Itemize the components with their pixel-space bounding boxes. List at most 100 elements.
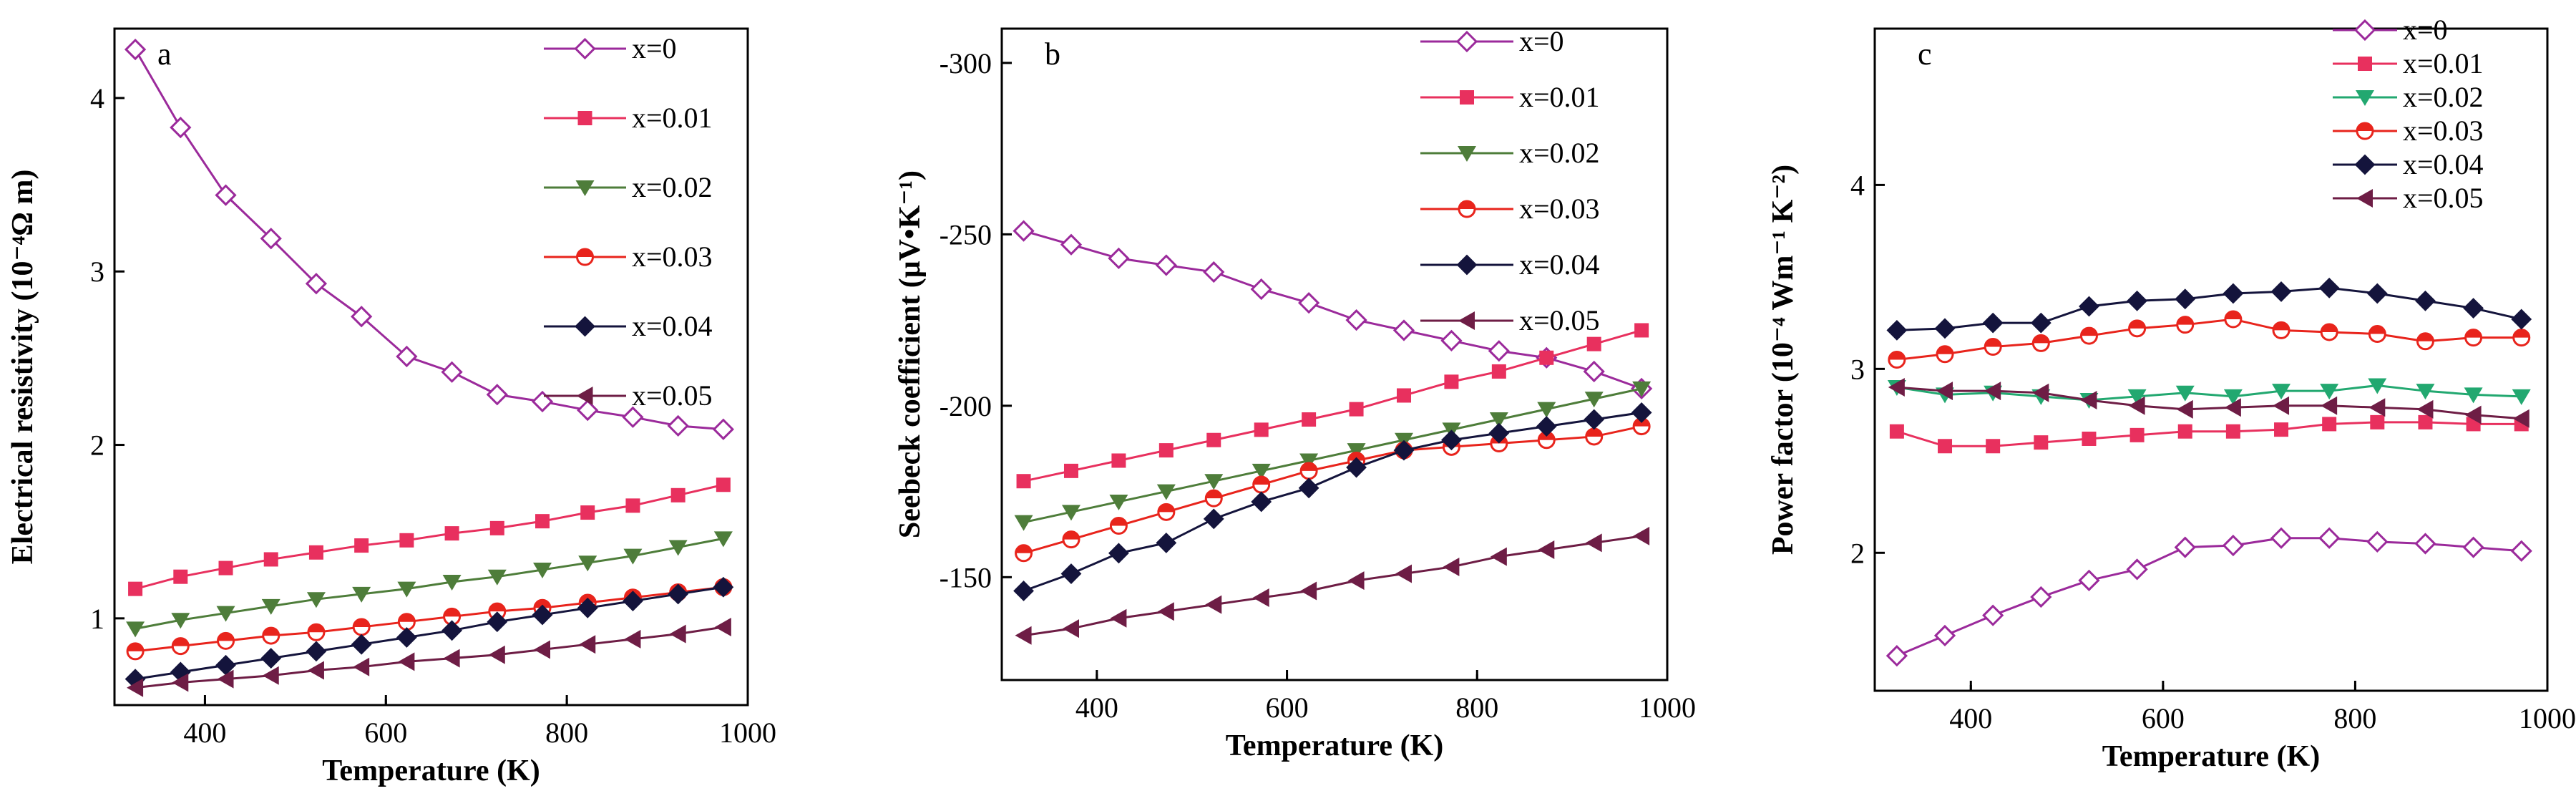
data-point-fill	[2513, 329, 2529, 338]
data-point	[2175, 385, 2195, 402]
y-axis-title: Electrical resistivity (10⁻⁴Ω m)	[6, 170, 39, 565]
data-point	[668, 583, 689, 605]
y-tick-label: 3	[1850, 353, 1865, 385]
legend-label: x=0.05	[2403, 182, 2484, 214]
legend-label: x=0.01	[632, 102, 713, 134]
data-point	[2463, 298, 2484, 319]
data-point	[2224, 310, 2243, 329]
data-point-fill	[2273, 322, 2290, 331]
data-point	[352, 586, 371, 603]
data-point	[1016, 474, 1031, 489]
data-point-fill	[1985, 339, 2001, 347]
data-point-fill	[1015, 545, 1032, 553]
data-point	[126, 642, 145, 661]
x-tick-label: 800	[545, 717, 588, 749]
data-point	[1585, 427, 1604, 446]
data-point	[1936, 345, 1954, 364]
legend-entry: x=0.05	[2333, 182, 2484, 214]
data-point	[487, 611, 508, 633]
data-point	[668, 540, 688, 556]
data-point	[396, 627, 417, 648]
data-point	[1936, 382, 1953, 401]
data-point	[263, 552, 278, 567]
data-point	[2416, 399, 2434, 419]
data-point	[2079, 296, 2099, 317]
data-point	[2030, 312, 2051, 334]
data-point	[2370, 414, 2385, 429]
data-point	[2418, 414, 2433, 429]
legend-marker	[1458, 146, 1476, 162]
data-point	[1986, 439, 2001, 454]
data-point	[1110, 608, 1127, 628]
data-point-fill	[1063, 531, 1079, 540]
series-x=0.02	[1887, 378, 2531, 409]
data-point	[441, 361, 463, 383]
x-axis-title: Temperature (K)	[2102, 740, 2320, 773]
data-point	[1984, 382, 2001, 401]
data-point	[2176, 399, 2193, 419]
data-point	[624, 629, 641, 649]
y-tick-label: 4	[90, 82, 104, 115]
data-point	[2031, 334, 2050, 352]
data-point	[1349, 402, 1364, 417]
data-point	[2128, 319, 2147, 338]
legend-marker	[2356, 90, 2374, 106]
legend-label: x=0.05	[1519, 304, 1600, 336]
series-line	[1023, 329, 1642, 482]
data-point	[488, 645, 505, 664]
data-point	[667, 414, 689, 437]
y-axis-title: Seebeck coefficient (μV•K⁻¹)	[894, 170, 927, 538]
data-point-fill	[2177, 316, 2193, 325]
data-point	[2272, 321, 2290, 339]
data-point	[2127, 389, 2147, 405]
legend-marker	[576, 248, 594, 266]
data-point	[2368, 325, 2386, 344]
data-point	[1584, 392, 1604, 408]
legend-marker	[2354, 154, 2376, 175]
series-x=0.05	[1888, 378, 2529, 428]
data-point	[1933, 624, 1956, 647]
legend-label: x=0	[2403, 14, 2448, 46]
data-point	[533, 563, 552, 578]
data-point	[262, 666, 279, 685]
data-point	[1984, 338, 2002, 356]
legend-marker	[2358, 57, 2372, 71]
series-x=0	[1885, 527, 2532, 667]
data-point-fill	[172, 638, 189, 646]
data-point	[1632, 381, 1652, 397]
data-point-fill	[1158, 504, 1174, 513]
data-point	[487, 569, 507, 586]
data-point	[579, 635, 596, 654]
data-point	[307, 623, 326, 641]
legend-label: x=0.04	[632, 310, 713, 342]
data-point	[1302, 412, 1317, 427]
data-point	[308, 545, 323, 560]
data-point	[2078, 569, 2100, 591]
series-x=0.02	[126, 531, 733, 638]
data-point	[2176, 316, 2195, 334]
data-point-fill	[1301, 462, 1317, 471]
data-point	[2273, 396, 2290, 415]
data-point	[1537, 402, 1556, 418]
data-point	[399, 533, 414, 548]
legend-entry: x=0.01	[1420, 81, 1600, 113]
data-point	[2128, 396, 2145, 415]
data-point	[1886, 319, 1908, 341]
series-line	[1023, 535, 1642, 637]
data-point	[714, 617, 731, 636]
data-point	[1586, 336, 1601, 351]
legend-entry: x=0	[544, 32, 677, 64]
data-point	[2223, 389, 2243, 405]
data-point	[1158, 443, 1174, 458]
data-point-fill	[1937, 346, 1953, 354]
data-point	[1885, 645, 1908, 667]
data-point-fill	[535, 600, 551, 608]
legend-entry: x=0.04	[1420, 248, 1600, 281]
data-point	[1108, 543, 1129, 564]
data-point	[623, 548, 643, 565]
legend-label: x=0.03	[632, 241, 713, 273]
panel-a: 400 600 800 1000 1 2 3 4 Temperature (K) Electric…	[6, 27, 776, 787]
data-point-fill	[308, 624, 324, 633]
data-point	[396, 345, 418, 368]
data-point	[1491, 364, 1506, 379]
